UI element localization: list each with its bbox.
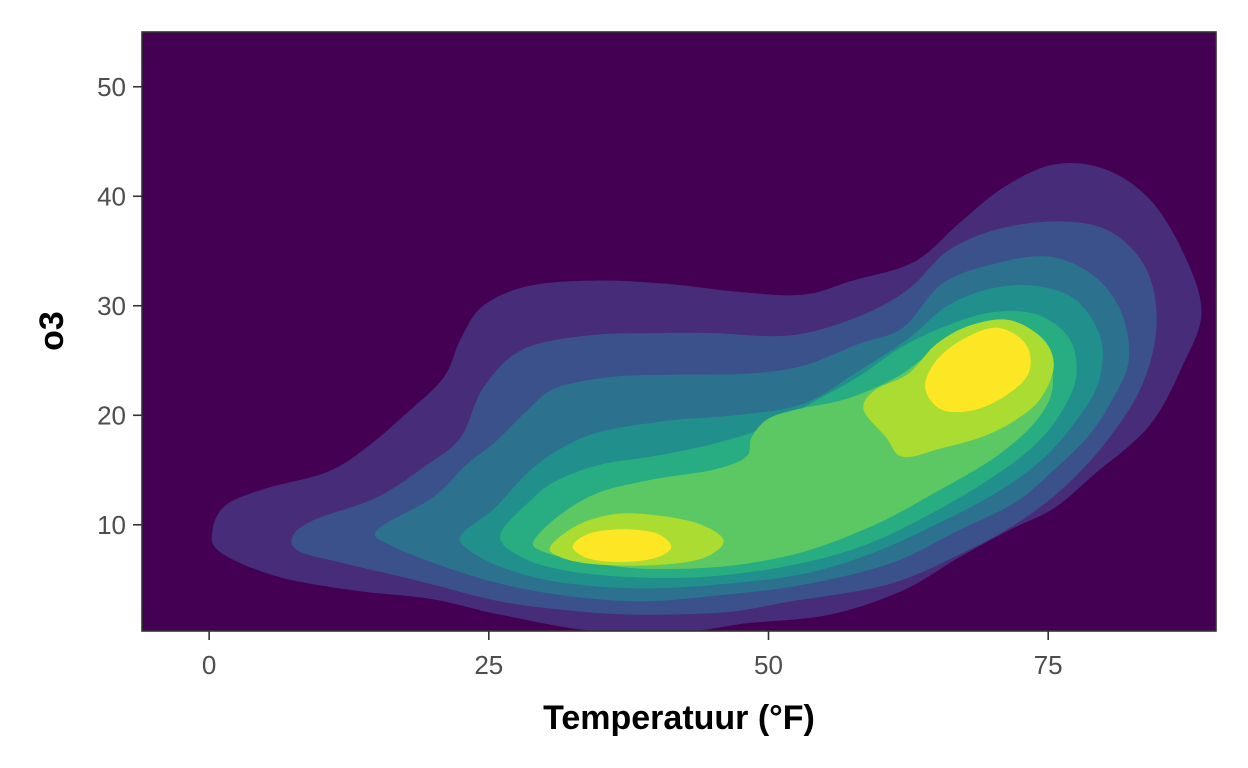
y-tick-label: 30 bbox=[97, 291, 126, 321]
density-contours bbox=[211, 163, 1202, 631]
contour-band-level-8 bbox=[925, 327, 1031, 413]
contour-band-level-8 bbox=[572, 529, 672, 563]
x-axis-title: Temperatuur (°F) bbox=[543, 699, 815, 737]
y-tick-label: 10 bbox=[97, 510, 126, 540]
panel-border bbox=[141, 31, 1217, 632]
x-axis: 0 25 50 75 bbox=[202, 631, 1063, 680]
x-tick-label: 50 bbox=[754, 650, 783, 680]
y-tick-label: 20 bbox=[97, 400, 126, 430]
x-tick-label: 25 bbox=[474, 650, 503, 680]
y-tick-label: 50 bbox=[97, 72, 126, 102]
y-axis-title: o3 bbox=[33, 311, 71, 351]
x-tick-label: 75 bbox=[1034, 650, 1063, 680]
y-tick-label: 40 bbox=[97, 181, 126, 211]
y-axis: 10 20 30 40 50 bbox=[97, 72, 142, 540]
x-tick-label: 0 bbox=[202, 650, 216, 680]
